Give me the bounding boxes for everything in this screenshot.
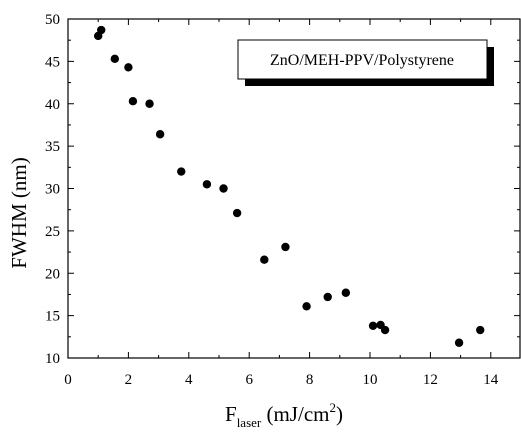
data-point [232, 208, 242, 218]
x-axis-title: Flaser (mJ/cm2) [225, 400, 343, 430]
y-tick-label: 10 [45, 351, 60, 367]
data-point [302, 302, 311, 311]
data-point [177, 167, 186, 176]
x-tick-label: 6 [245, 372, 253, 388]
data-point [380, 325, 390, 335]
data-point [219, 184, 228, 193]
data-point [476, 325, 485, 335]
data-point [110, 54, 120, 64]
data-point [124, 63, 133, 72]
y-axis: 10 15 20 25 30 35 40 45 50 [45, 12, 520, 367]
data-point [260, 255, 269, 264]
data-point [323, 292, 332, 302]
x-axis-title-close: ) [336, 402, 343, 426]
y-tick-label: 45 [45, 54, 60, 70]
x-tick-label: 8 [306, 372, 314, 388]
data-point [368, 321, 378, 330]
y-tick-label: 20 [45, 266, 60, 282]
data-point [341, 288, 351, 297]
data-point [128, 97, 138, 106]
x-tick-label: 10 [363, 372, 378, 388]
y-tick-label: 35 [45, 139, 60, 155]
data-point [145, 99, 154, 108]
legend: ZnO/MEH-PPV/Polystyrene [237, 39, 494, 86]
x-tick-label: 2 [125, 372, 133, 388]
x-axis-title-main: F [225, 402, 237, 426]
y-tick-label: 15 [45, 309, 60, 325]
data-point [97, 25, 106, 35]
y-axis-title: FWHM (nm) [7, 157, 31, 268]
data-point [202, 180, 212, 189]
data-point [281, 242, 290, 252]
y-tick-label: 50 [45, 12, 60, 28]
y-tick-label: 25 [45, 224, 60, 240]
x-axis: 0 2 4 6 8 10 12 14 [64, 19, 521, 388]
legend-entry-label: ZnO/MEH-PPV/Polystyrene [270, 52, 454, 69]
y-tick-label: 30 [45, 182, 60, 198]
x-tick-label: 0 [64, 372, 72, 388]
x-tick-label: 14 [483, 372, 499, 388]
x-tick-label: 4 [185, 372, 193, 388]
x-axis-title-unit: (mJ/cm [261, 402, 329, 426]
x-axis-title-subscript: laser [237, 415, 262, 430]
data-point [155, 130, 165, 139]
legend-box [237, 39, 488, 80]
data-points [94, 25, 485, 347]
x-tick-label: 12 [423, 372, 438, 388]
data-point [454, 338, 464, 347]
x-axis-title-superscript: 2 [329, 400, 336, 415]
y-tick-label: 40 [45, 97, 60, 113]
